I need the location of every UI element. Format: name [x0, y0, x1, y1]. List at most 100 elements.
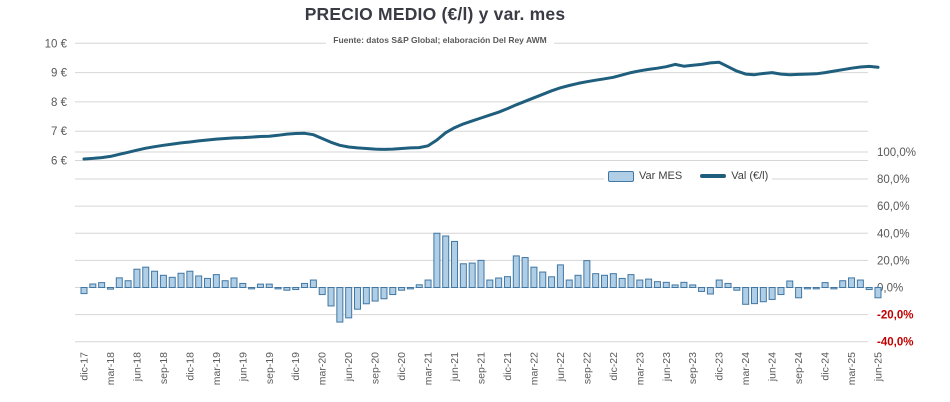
bar	[106, 287, 114, 290]
bar	[362, 287, 370, 305]
bar	[80, 287, 88, 295]
bar	[795, 287, 803, 299]
svg-text:9 €: 9 €	[51, 68, 68, 80]
svg-text:0,0%: 0,0%	[877, 283, 903, 295]
bar	[521, 257, 529, 289]
bar	[142, 266, 150, 289]
bar	[371, 287, 379, 302]
bar	[803, 287, 811, 290]
svg-text:jun-19: jun-19	[237, 352, 249, 382]
svg-text:jun-23: jun-23	[661, 352, 673, 382]
bar	[115, 277, 123, 288]
svg-text:sep-24: sep-24	[793, 352, 805, 384]
bar	[777, 287, 785, 296]
bar	[706, 287, 714, 295]
svg-text:dic-17: dic-17	[79, 352, 91, 381]
bar	[839, 280, 847, 289]
bar	[530, 266, 538, 289]
svg-text:dic-24: dic-24	[820, 352, 832, 381]
bar	[133, 268, 141, 288]
svg-text:sep-22: sep-22	[581, 352, 593, 384]
bar	[309, 279, 317, 288]
bar	[742, 287, 750, 305]
line-swatch-icon	[700, 174, 727, 178]
bar	[248, 287, 256, 290]
bar	[556, 264, 564, 289]
svg-text:jun-24: jun-24	[767, 352, 779, 382]
bar	[256, 283, 264, 288]
bar	[433, 232, 441, 288]
svg-text:40,0%: 40,0%	[877, 228, 910, 240]
bar	[336, 287, 344, 323]
bar	[750, 287, 758, 305]
bar	[283, 287, 291, 291]
svg-text:sep-18: sep-18	[158, 352, 170, 384]
svg-text:jun-22: jun-22	[555, 352, 567, 382]
svg-text:8 €: 8 €	[51, 97, 68, 109]
bar	[212, 274, 220, 288]
svg-text:10 €: 10 €	[45, 38, 68, 50]
svg-text:mar-24: mar-24	[740, 352, 752, 385]
bar	[398, 287, 406, 291]
bar	[636, 279, 644, 288]
bar	[653, 281, 661, 289]
svg-text:sep-20: sep-20	[370, 352, 382, 384]
svg-text:dic-20: dic-20	[396, 352, 408, 381]
bar	[442, 235, 450, 288]
bar	[627, 274, 635, 288]
svg-text:dic-21: dic-21	[502, 352, 514, 381]
bar	[565, 279, 573, 288]
svg-text:7 €: 7 €	[51, 126, 68, 138]
var-mes-bars	[80, 232, 882, 323]
bar	[98, 282, 106, 289]
svg-text:mar-21: mar-21	[423, 352, 435, 385]
bar	[177, 272, 185, 288]
bar	[539, 271, 547, 289]
bar	[592, 273, 600, 288]
legend-item-var-mes[interactable]: Var MES	[608, 170, 682, 182]
bar	[618, 277, 626, 289]
bar	[151, 270, 159, 289]
bar-swatch-icon	[608, 170, 634, 182]
bar	[353, 287, 361, 310]
bar	[645, 278, 653, 288]
x-axis-labels: dic-17 mar-18 jun-18 sep-18 dic-18 mar-19 jun-…	[79, 352, 885, 385]
bar	[204, 277, 212, 289]
bar	[698, 287, 706, 292]
bar	[601, 274, 609, 289]
bar	[768, 287, 776, 300]
svg-text:60,0%: 60,0%	[877, 201, 910, 213]
bar	[715, 279, 723, 288]
bar	[583, 260, 591, 289]
svg-text:mar-20: mar-20	[317, 352, 329, 385]
bar	[759, 287, 767, 303]
bar	[327, 287, 335, 307]
bar	[265, 283, 273, 288]
bar	[239, 282, 247, 289]
bar	[689, 284, 697, 289]
bar	[345, 287, 353, 319]
svg-text:dic-22: dic-22	[608, 352, 620, 381]
bar	[380, 287, 388, 300]
bar	[848, 277, 856, 288]
bar	[406, 287, 414, 290]
bar	[662, 281, 670, 288]
svg-text:6 €: 6 €	[51, 156, 68, 168]
bar	[89, 283, 97, 289]
bar	[195, 275, 203, 288]
svg-text:80,0%: 80,0%	[877, 174, 910, 186]
bar	[548, 276, 556, 289]
svg-text:sep-19: sep-19	[264, 352, 276, 384]
svg-text:mar-19: mar-19	[211, 352, 223, 385]
bar	[733, 287, 741, 291]
chart-title: PRECIO MEDIO (€/l) y var. mes	[304, 4, 566, 24]
bar	[821, 282, 829, 289]
svg-text:dic-19: dic-19	[290, 352, 302, 381]
legend-item-val[interactable]: Val (€/l)	[700, 170, 768, 182]
bar	[486, 279, 494, 288]
bar	[495, 277, 503, 289]
bar	[389, 287, 397, 296]
left-axis-labels: 10 € 9 € 8 € 7 € 6 €	[45, 38, 68, 167]
svg-text:mar-25: mar-25	[846, 352, 858, 385]
